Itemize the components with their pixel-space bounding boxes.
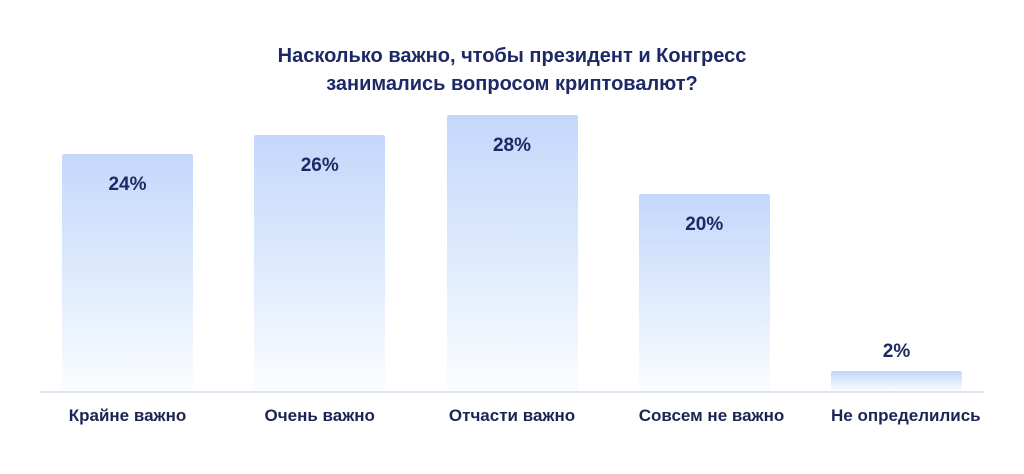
bar [62,154,193,391]
bar-value-label: 2% [882,341,911,362]
bar-column: 28% [446,115,578,391]
category-label: Не определились [831,406,981,425]
bar [831,371,962,391]
category-label: Отчасти важно [448,406,576,425]
category-label: Совсем не важно [638,406,785,425]
plot-wrap: 24% 26% 28% 20% 2% Крайне важно Очень важно От… [40,110,984,426]
chart-title: Насколько важно, чтобы президент и Конгр… [277,45,747,95]
bar-column: 24% [62,154,193,391]
bar [254,135,386,391]
bar-column: 2% [831,341,962,391]
bar-column: 26% [254,135,386,391]
category-label: Крайне важно [68,406,187,425]
category-label: Очень важно [264,406,375,425]
category-axis: Крайне важно Очень важно Отчасти важно Совс… [40,406,984,426]
bar [446,115,578,391]
bar-column: 20% [638,194,770,391]
plot-area: 24% 26% 28% 20% 2% [40,110,984,393]
bar [638,194,770,391]
